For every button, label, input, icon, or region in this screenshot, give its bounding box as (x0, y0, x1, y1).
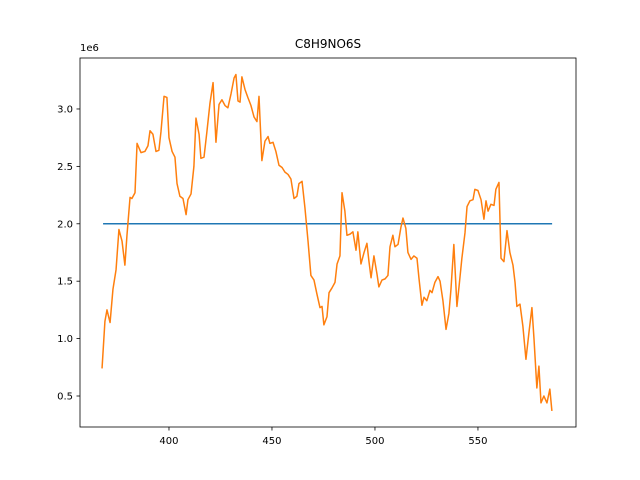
y-tick-label: 3.0 (57, 104, 73, 115)
x-tick-label: 400 (159, 436, 178, 447)
series-line (101, 73, 553, 412)
plot-frame (79, 57, 577, 428)
x-tick-label: 550 (468, 436, 487, 447)
x-tick-label: 500 (365, 436, 384, 447)
y-tick-label: 2.0 (57, 219, 73, 230)
y-offset-label: 1e6 (80, 43, 99, 54)
y-tick-label: 1.5 (57, 277, 73, 288)
y-tick-label: 0.5 (57, 392, 73, 403)
y-tick-label: 2.5 (57, 162, 73, 173)
chart-title: C8H9NO6S (295, 37, 361, 51)
x-tick-label: 450 (262, 436, 281, 447)
y-tick-label: 1.0 (57, 334, 73, 345)
